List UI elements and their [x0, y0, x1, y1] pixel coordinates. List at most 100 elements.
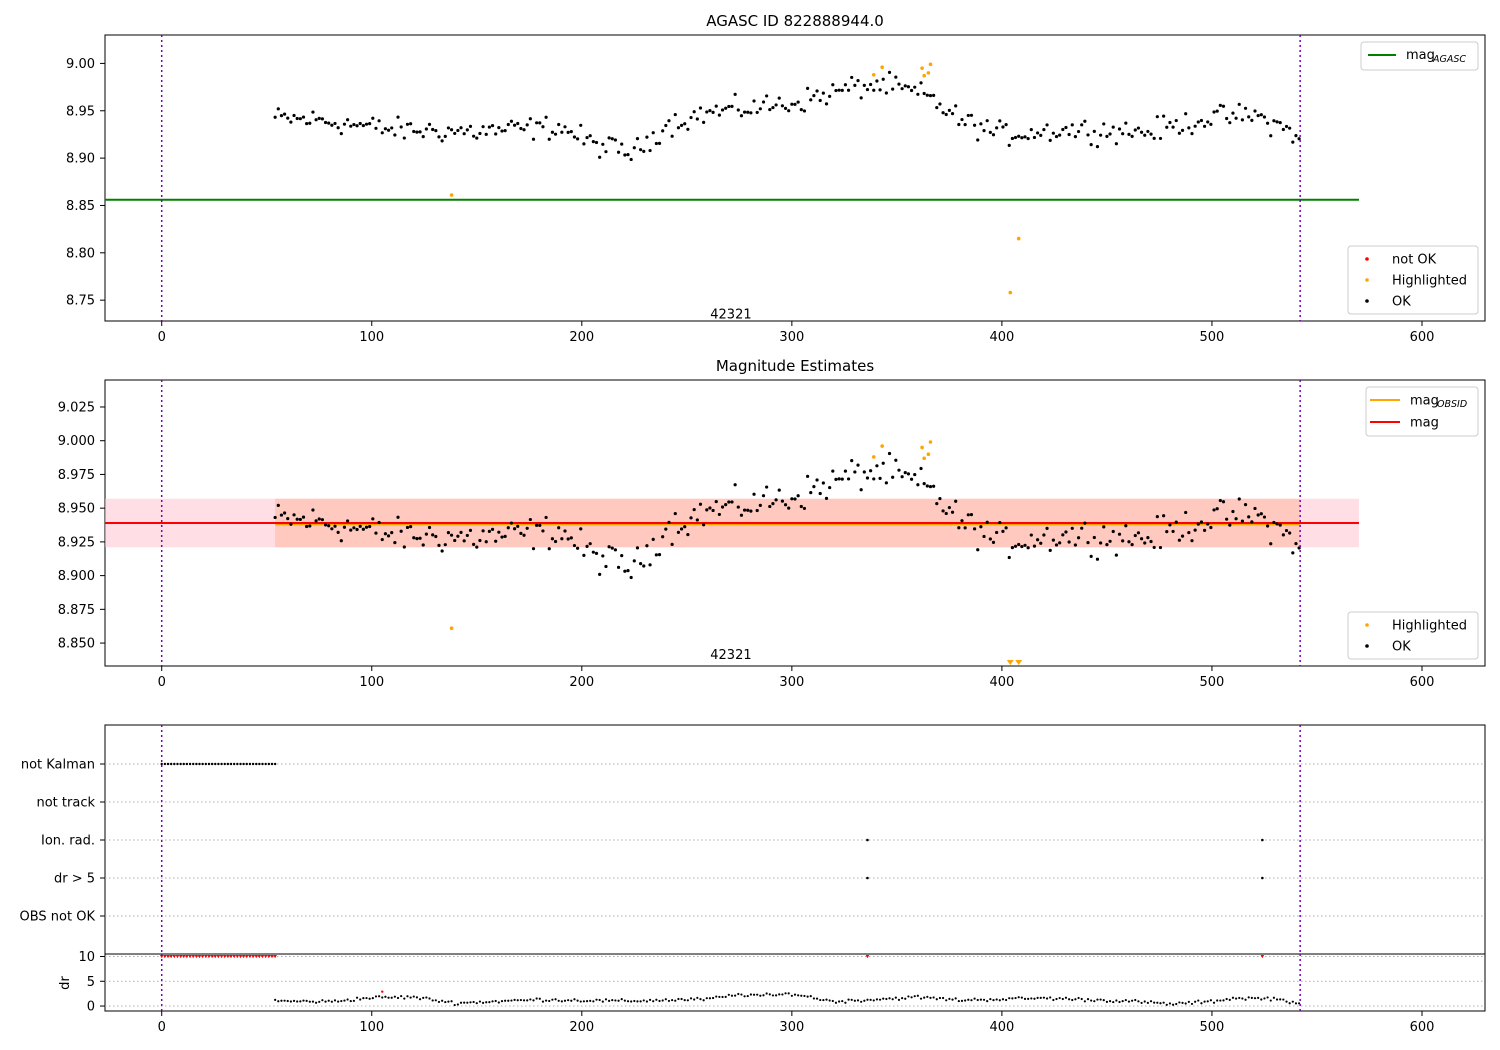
- ok-point: [301, 515, 306, 519]
- ok-point: [503, 128, 507, 133]
- dr-point: [790, 994, 793, 997]
- ok-point: [1136, 126, 1141, 130]
- ok-point: [582, 553, 586, 557]
- dr-point: [718, 995, 721, 999]
- panel1-content: [105, 35, 1359, 321]
- ok-point: [1190, 131, 1194, 136]
- ok-point: [346, 118, 350, 122]
- ok-point: [1209, 525, 1213, 530]
- dr-capped-point: [267, 954, 271, 959]
- ok-point: [1253, 109, 1257, 113]
- ok-point: [1259, 512, 1263, 516]
- ok-point: [884, 91, 888, 95]
- ok-point: [925, 93, 929, 97]
- dr-capped-point: [865, 954, 870, 959]
- dr-point: [1159, 1002, 1162, 1005]
- dr-point: [787, 992, 790, 995]
- dr-point: [355, 996, 359, 999]
- ok-point: [793, 497, 797, 501]
- ok-point: [1256, 113, 1260, 118]
- dr-point: [759, 994, 762, 997]
- ok-point: [503, 534, 507, 539]
- ok-point: [468, 124, 473, 128]
- ok-point: [632, 559, 636, 563]
- ok-point: [289, 522, 293, 526]
- dr-point: [620, 998, 623, 1001]
- dr-point: [661, 999, 664, 1002]
- dr-point: [280, 999, 283, 1002]
- ok-point: [818, 491, 822, 496]
- ok-point: [292, 513, 296, 517]
- dr-point: [1039, 996, 1042, 999]
- dr-point: [973, 997, 976, 1000]
- ok-point: [1130, 543, 1134, 547]
- dr-point: [863, 999, 866, 1002]
- ok-point: [995, 530, 999, 535]
- ok-point: [979, 122, 983, 126]
- ok-point: [484, 540, 488, 544]
- legend-label: OK: [1392, 640, 1411, 655]
- ok-point: [1212, 508, 1216, 512]
- ok-point: [1171, 125, 1175, 129]
- dr-point: [318, 1000, 321, 1003]
- dr-point: [882, 997, 885, 1000]
- ok-point: [887, 70, 892, 74]
- ok-point: [588, 542, 592, 546]
- ok-point: [812, 485, 816, 489]
- ok-point: [282, 511, 287, 515]
- dr-point: [623, 999, 626, 1002]
- dr-point: [292, 999, 296, 1002]
- ok-point: [1262, 515, 1267, 519]
- dr-point: [699, 998, 702, 1001]
- ok-point: [1076, 129, 1081, 134]
- ok-point: [550, 130, 554, 134]
- ok-point: [1086, 133, 1090, 137]
- dr-point: [1263, 997, 1266, 1000]
- ok-point: [645, 135, 649, 139]
- ok-point: [1114, 553, 1118, 557]
- dr-point: [1020, 996, 1023, 999]
- ok-point: [472, 134, 476, 138]
- dr-capped-point: [273, 954, 277, 959]
- highlighted-point: [926, 452, 931, 456]
- ok-point: [733, 92, 737, 96]
- ok-point: [796, 100, 800, 104]
- ok-point: [286, 517, 290, 521]
- ok-point: [563, 125, 567, 129]
- dr-point: [765, 992, 768, 995]
- dr-point: [897, 998, 901, 1001]
- dr-point: [834, 1001, 838, 1004]
- ok-point: [957, 122, 961, 127]
- ok-point: [761, 100, 766, 104]
- y-tick-label: 8.925: [58, 535, 95, 550]
- highlighted-point: [928, 62, 933, 67]
- ok-point: [342, 122, 347, 126]
- ok-point: [405, 525, 410, 530]
- dr-point: [809, 995, 812, 998]
- ok-point: [1007, 143, 1011, 147]
- ok-point: [875, 79, 879, 83]
- y-tick-label: 8.850: [58, 637, 95, 652]
- dr-point: [872, 999, 875, 1002]
- ok-point: [1272, 520, 1276, 525]
- ok-point: [730, 104, 734, 109]
- dr-point: [368, 997, 371, 1000]
- dr-point: [1231, 996, 1235, 999]
- ok-point: [494, 132, 498, 136]
- dr-point: [929, 996, 932, 999]
- ok-point: [1162, 114, 1166, 118]
- dr-point: [478, 1000, 482, 1003]
- dr-point: [693, 998, 696, 1001]
- dr-point: [1068, 998, 1071, 1001]
- ok-point: [1083, 521, 1087, 525]
- dr-point: [1206, 1000, 1209, 1003]
- dr-capped-point: [260, 954, 265, 959]
- dr-capped-point: [229, 954, 233, 959]
- ok-point: [1130, 134, 1134, 138]
- dr-capped-point: [169, 954, 173, 959]
- ok-point: [1291, 140, 1295, 144]
- ok-point: [1073, 543, 1078, 547]
- ok-point: [1291, 551, 1295, 555]
- dr-point: [749, 993, 752, 996]
